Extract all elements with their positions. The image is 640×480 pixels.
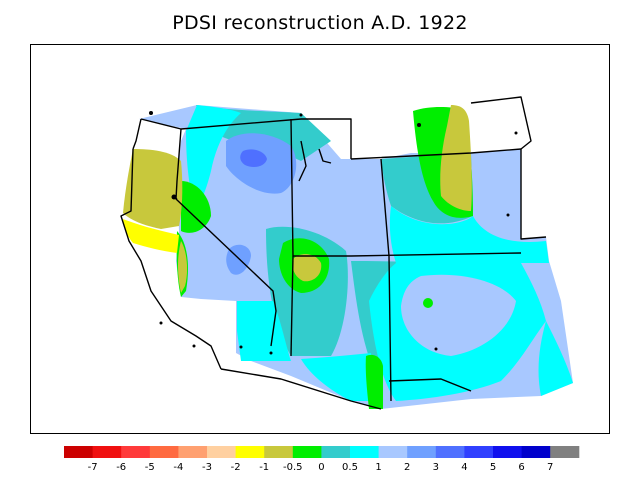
- legend-swatch: [550, 446, 580, 458]
- field-class-1: [389, 206, 549, 263]
- field-class-1: [538, 321, 573, 396]
- legend-tick-label: -4: [173, 462, 183, 473]
- legend-swatch: [435, 446, 465, 458]
- legend-swatch: [350, 446, 380, 458]
- state-boundaries: [120, 96, 547, 410]
- legend-swatch: [521, 446, 551, 458]
- field-class--0.5: [178, 241, 188, 293]
- legend-tick-label: -3: [202, 462, 212, 473]
- legend-tick-label: -7: [88, 462, 98, 473]
- legend-tick-label: 5: [490, 462, 496, 473]
- legend-swatch: [121, 446, 151, 458]
- map-title: PDSI reconstruction A.D. 1922: [172, 12, 468, 34]
- legend-swatch: [264, 446, 294, 458]
- field-class-2: [401, 274, 516, 356]
- legend-tick-label: 6: [518, 462, 524, 473]
- lake-markers: [149, 111, 518, 355]
- field-class-1: [301, 353, 376, 401]
- legend-swatch: [321, 446, 351, 458]
- field-class-0: [365, 354, 383, 409]
- legend-tick-label: -0.5: [283, 462, 303, 473]
- field-class--0.5: [292, 254, 322, 282]
- legend-swatch: [207, 446, 237, 458]
- field-class--0.5: [123, 149, 183, 229]
- legend-tick-label: 4: [461, 462, 467, 473]
- legend-swatch: [407, 446, 437, 458]
- field-class-0: [423, 298, 433, 308]
- legend-swatch: [64, 446, 94, 458]
- legend-swatch: [493, 446, 523, 458]
- legend-swatch: [464, 446, 494, 458]
- pdsi-map: [120, 96, 573, 410]
- legend-tick-label: -2: [231, 462, 241, 473]
- field-class-1: [186, 105, 241, 211]
- legend-tick-label: 2: [404, 462, 410, 473]
- legend-swatch: [92, 446, 122, 458]
- legend-tick-label: 3: [433, 462, 439, 473]
- legend-swatch: [378, 446, 408, 458]
- legend-tick-label: -5: [145, 462, 155, 473]
- legend-tick-label: 0: [318, 462, 324, 473]
- legend-tick-label: 7: [547, 462, 553, 473]
- legend-tick-label: 0.5: [342, 462, 358, 473]
- field-class-4: [240, 149, 267, 167]
- field-class-0: [181, 181, 211, 233]
- legend-swatch: [235, 446, 265, 458]
- legend-swatch: [292, 446, 322, 458]
- legend-swatch: [149, 446, 179, 458]
- field-class--1: [123, 219, 179, 253]
- legend-swatch: [178, 446, 208, 458]
- map-frame: [30, 44, 610, 434]
- legend-tick-label: 1: [375, 462, 381, 473]
- field-class-1: [237, 301, 291, 361]
- field-class--0.5: [440, 105, 472, 211]
- legend-tick-label: -1: [259, 462, 269, 473]
- legend-tick-label: -6: [116, 462, 126, 473]
